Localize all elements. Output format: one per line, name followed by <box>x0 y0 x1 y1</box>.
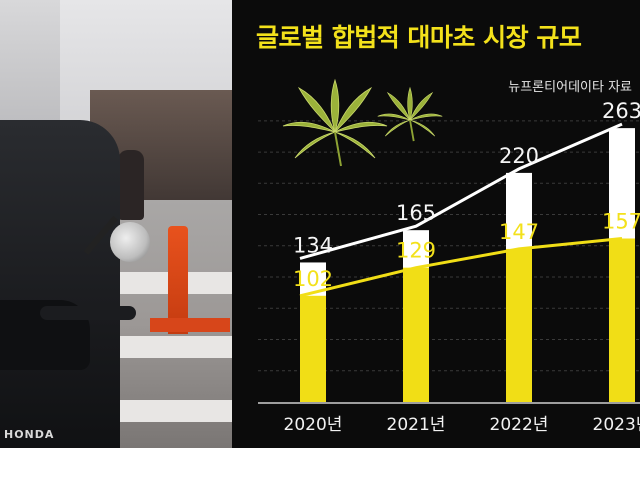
x-tick-label: 2022년 <box>490 415 549 435</box>
data-label: 147 <box>499 220 539 244</box>
bar <box>403 267 429 402</box>
data-label: 165 <box>396 201 436 225</box>
motorcycle-brand-logo: HONDA <box>4 428 55 441</box>
data-label: 102 <box>293 267 333 291</box>
motorcycle-mirror <box>110 222 150 262</box>
data-label: 220 <box>499 144 539 168</box>
bar <box>506 248 532 402</box>
bars <box>300 128 635 402</box>
pedestrian <box>118 150 144 220</box>
data-label: 129 <box>396 239 436 263</box>
bar-chart: 134 165 220 263 102 129 147 157 2020년 2021년 2022년… <box>258 78 640 435</box>
chart-title: 글로벌 합법적 대마초 시장 규모 <box>256 23 582 52</box>
x-tick-label: 2023년 <box>593 415 640 435</box>
bar <box>609 238 635 402</box>
x-tick-label: 2020년 <box>284 415 343 435</box>
x-axis: 2020년 2021년 2022년 2023년 <box>258 402 640 435</box>
cannabis-leaf-icon <box>377 86 443 142</box>
data-label: 157 <box>602 210 640 234</box>
cannabis-leaf-icon <box>282 78 388 167</box>
trend-line <box>299 122 623 260</box>
data-label: 134 <box>293 233 333 257</box>
chart-source: 뉴프론티어데이타 자료 <box>508 80 632 95</box>
bar <box>300 295 326 402</box>
trend-lines <box>299 122 623 298</box>
trend-line <box>299 237 623 298</box>
motorcycle-body <box>0 120 120 448</box>
value-labels: 134 165 220 263 102 129 147 157 <box>293 99 640 291</box>
gridlines <box>258 120 640 372</box>
motorcycle-handlebar <box>40 306 136 320</box>
traffic-cone-base <box>150 318 230 332</box>
data-label: 263 <box>602 99 640 123</box>
street-motorcycle-photo: HONDA <box>0 0 232 448</box>
x-tick-label: 2021년 <box>387 415 446 435</box>
traffic-cone <box>168 226 188 334</box>
